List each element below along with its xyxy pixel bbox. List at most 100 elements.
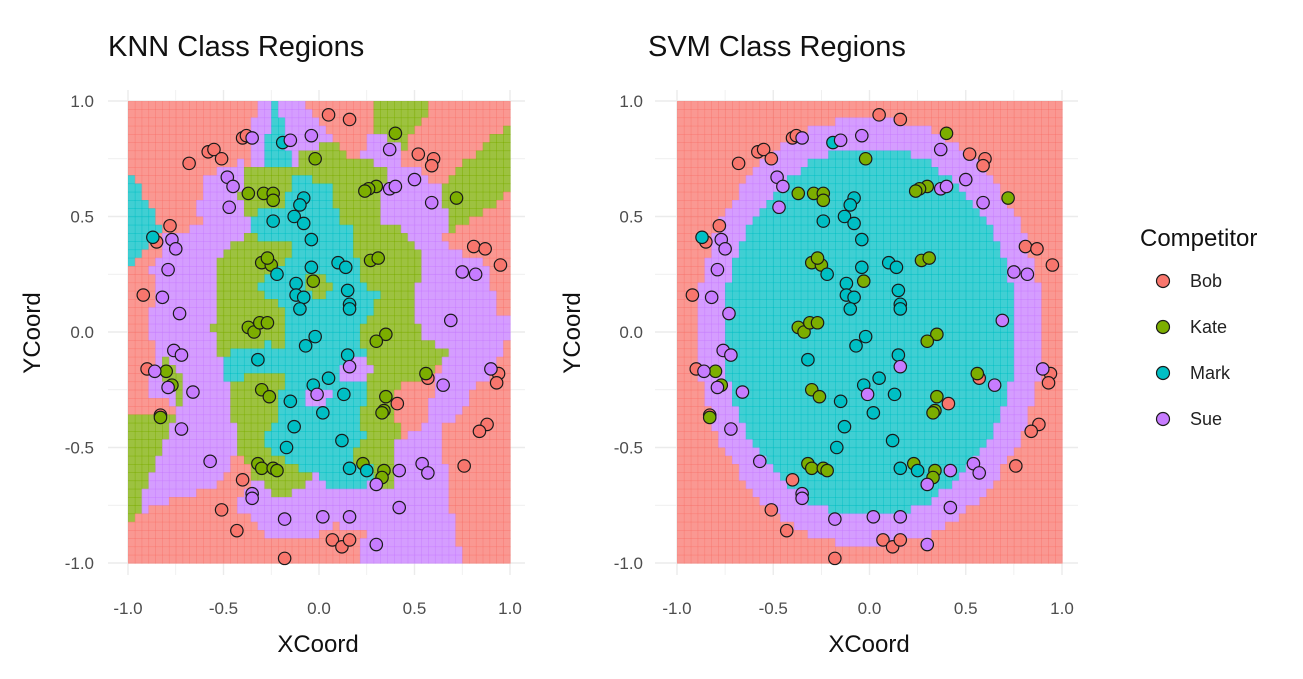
region-cell-kate [373, 125, 381, 135]
region-cell-mark [291, 381, 300, 391]
region-cell-bob [704, 117, 712, 127]
point-sue [421, 466, 435, 480]
region-cell-mark [787, 431, 795, 440]
region-cell-sue [209, 191, 218, 201]
region-cell-kate [230, 282, 238, 292]
region-cell-bob [134, 513, 143, 523]
region-cell-sue [148, 488, 156, 498]
region-cell-bob [697, 249, 706, 259]
region-cell-bob [489, 389, 497, 399]
region-cell-bob [683, 530, 692, 539]
region-cell-sue [216, 356, 225, 366]
region-cell-bob [155, 158, 163, 168]
region-cell-mark [332, 422, 341, 432]
region-cell-mark [332, 480, 341, 490]
region-cell-bob [475, 546, 484, 556]
region-cell-sue [203, 315, 211, 325]
region-cell-bob [414, 134, 422, 143]
region-cell-mark [766, 274, 774, 284]
region-cell-bob [434, 125, 443, 135]
region-cell-bob [683, 266, 692, 275]
region-cell-mark [876, 307, 884, 317]
region-cell-bob [148, 191, 156, 201]
region-cell-mark [793, 431, 802, 440]
region-cell-mark [332, 447, 341, 457]
region-cell-bob [793, 109, 802, 119]
region-cell-bob [284, 538, 293, 548]
region-cell-sue [237, 224, 245, 234]
region-cell-sue [216, 191, 225, 201]
region-cell-bob [407, 422, 416, 432]
region-cell-bob [489, 513, 497, 523]
knn-data-points [136, 108, 508, 566]
region-cell-mark [814, 439, 822, 449]
region-cell-bob [353, 125, 361, 135]
region-cell-sue [189, 307, 197, 317]
region-cell-sue [821, 134, 829, 143]
region-cell-sue [428, 315, 436, 325]
region-cell-bob [759, 109, 767, 119]
region-cell-sue [434, 191, 443, 201]
region-cell-sue [414, 241, 422, 251]
region-cell-mark [862, 439, 871, 449]
region-cell-sue [155, 356, 163, 366]
region-cell-kate [394, 340, 402, 350]
region-cell-bob [455, 109, 463, 119]
region-cell-mark [264, 348, 272, 358]
region-cell-mark [298, 414, 306, 424]
region-cell-bob [496, 530, 504, 539]
region-cell-mark [787, 356, 795, 366]
region-cell-mark [821, 249, 829, 259]
region-cell-bob [738, 101, 747, 110]
point-kate [266, 193, 280, 208]
region-cell-sue [359, 497, 368, 506]
region-cell-sue [223, 431, 231, 440]
region-cell-sue [400, 455, 409, 465]
region-cell-sue [271, 521, 279, 531]
region-cell-bob [697, 513, 706, 523]
region-cell-sue [807, 530, 816, 539]
region-cell-bob [475, 554, 484, 564]
region-cell-mark [793, 406, 802, 416]
region-cell-sue [448, 513, 457, 523]
region-cell-mark [814, 480, 822, 490]
point-bob [390, 396, 405, 411]
region-cell-bob [738, 109, 747, 119]
region-cell-bob [489, 216, 497, 226]
region-cell-bob [223, 480, 231, 490]
region-cell-sue [428, 290, 436, 300]
region-cell-mark [353, 299, 361, 308]
region-cell-kate [407, 373, 416, 383]
region-cell-bob [489, 257, 497, 267]
region-cell-sue [448, 389, 457, 399]
region-cell-mark [807, 307, 816, 317]
region-cell-mark [271, 142, 279, 152]
region-cell-bob [223, 497, 231, 506]
region-cell-sue [462, 389, 470, 399]
region-cell-bob [414, 125, 422, 135]
region-cell-kate [237, 340, 245, 350]
region-cell-sue [305, 530, 313, 539]
region-cell-bob [407, 389, 416, 399]
region-cell-mark [305, 447, 313, 457]
region-cell-sue [257, 488, 266, 498]
region-cell-bob [469, 464, 477, 473]
region-cell-bob [828, 546, 836, 556]
region-cell-bob [223, 472, 231, 482]
region-cell-kate [366, 158, 375, 168]
region-cell-kate [237, 422, 245, 432]
region-cell-mark [312, 200, 320, 209]
region-cell-mark [766, 422, 774, 432]
region-cell-sue [380, 497, 388, 506]
region-cell-kate [134, 488, 143, 498]
region-cell-bob [462, 554, 470, 564]
region-cell-mark [359, 398, 368, 407]
region-cell-mark [319, 216, 327, 226]
region-cell-kate [141, 431, 150, 440]
region-cell-bob [469, 142, 477, 152]
region-cell-bob [469, 538, 477, 548]
region-cell-mark [284, 414, 293, 424]
region-cell-mark [793, 439, 802, 449]
region-cell-mark [780, 290, 788, 300]
region-cell-mark [134, 200, 143, 209]
